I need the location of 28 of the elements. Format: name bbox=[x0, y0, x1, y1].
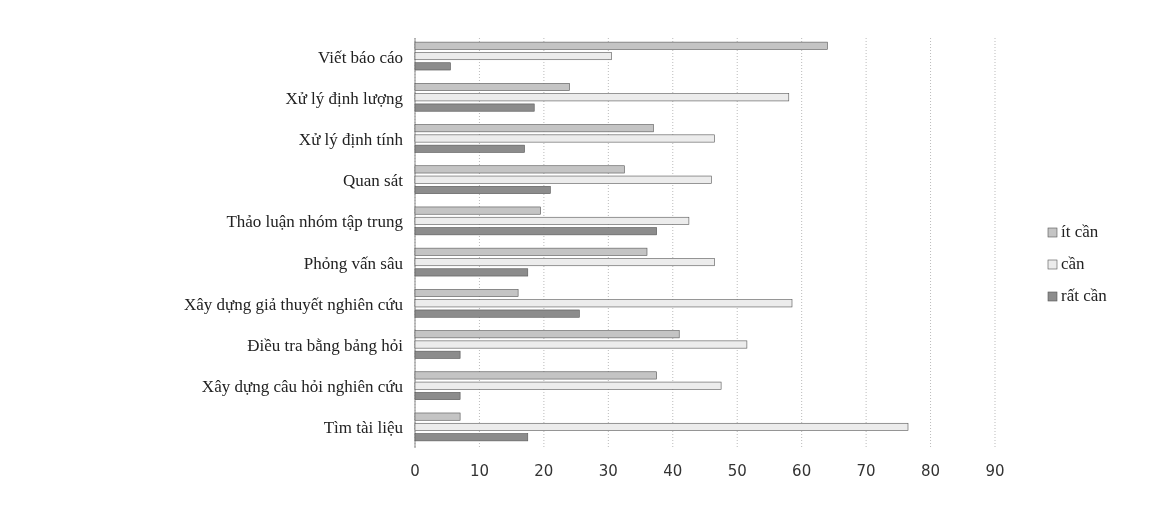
y-tick-label: Thảo luận nhóm tập trung bbox=[226, 212, 404, 232]
x-tick-label: 80 bbox=[921, 462, 941, 480]
bar bbox=[414, 52, 612, 61]
x-tick-label: 40 bbox=[663, 462, 683, 480]
x-tick-label: 60 bbox=[792, 462, 812, 480]
x-tick-label: 30 bbox=[598, 462, 618, 480]
bar bbox=[414, 422, 909, 431]
y-tick-label: Tìm tài liệu bbox=[323, 418, 404, 438]
legend-label: cần bbox=[1061, 254, 1086, 273]
bar bbox=[414, 258, 715, 267]
y-tick-label: Điều tra bằng bảng hỏi bbox=[247, 336, 404, 356]
y-tick-label: Xây dựng giả thuyết nghiên cứu bbox=[183, 294, 404, 314]
y-tick-label: Quan sát bbox=[343, 171, 404, 191]
x-tick-label: 10 bbox=[469, 462, 489, 480]
x-tick-label: 0 bbox=[410, 462, 420, 480]
y-tick-label: Viết báo cáo bbox=[318, 47, 403, 67]
bar bbox=[414, 412, 461, 421]
y-tick-label: Xử lý định lượng bbox=[285, 88, 404, 108]
legend-label: ít cần bbox=[1061, 222, 1099, 241]
y-tick-label: Xử lý định tính bbox=[298, 129, 404, 149]
x-tick-label: 70 bbox=[856, 462, 876, 480]
x-tick-label: 90 bbox=[985, 462, 1005, 480]
bar bbox=[414, 216, 690, 225]
legend-label: rất cần bbox=[1061, 286, 1108, 305]
x-tick-label: 20 bbox=[534, 462, 554, 480]
y-tick-label: Xây dựng câu hỏi nghiên cứu bbox=[201, 377, 404, 397]
y-tick-label: Phỏng vấn sâu bbox=[303, 253, 404, 273]
x-tick-label: 50 bbox=[727, 462, 747, 480]
